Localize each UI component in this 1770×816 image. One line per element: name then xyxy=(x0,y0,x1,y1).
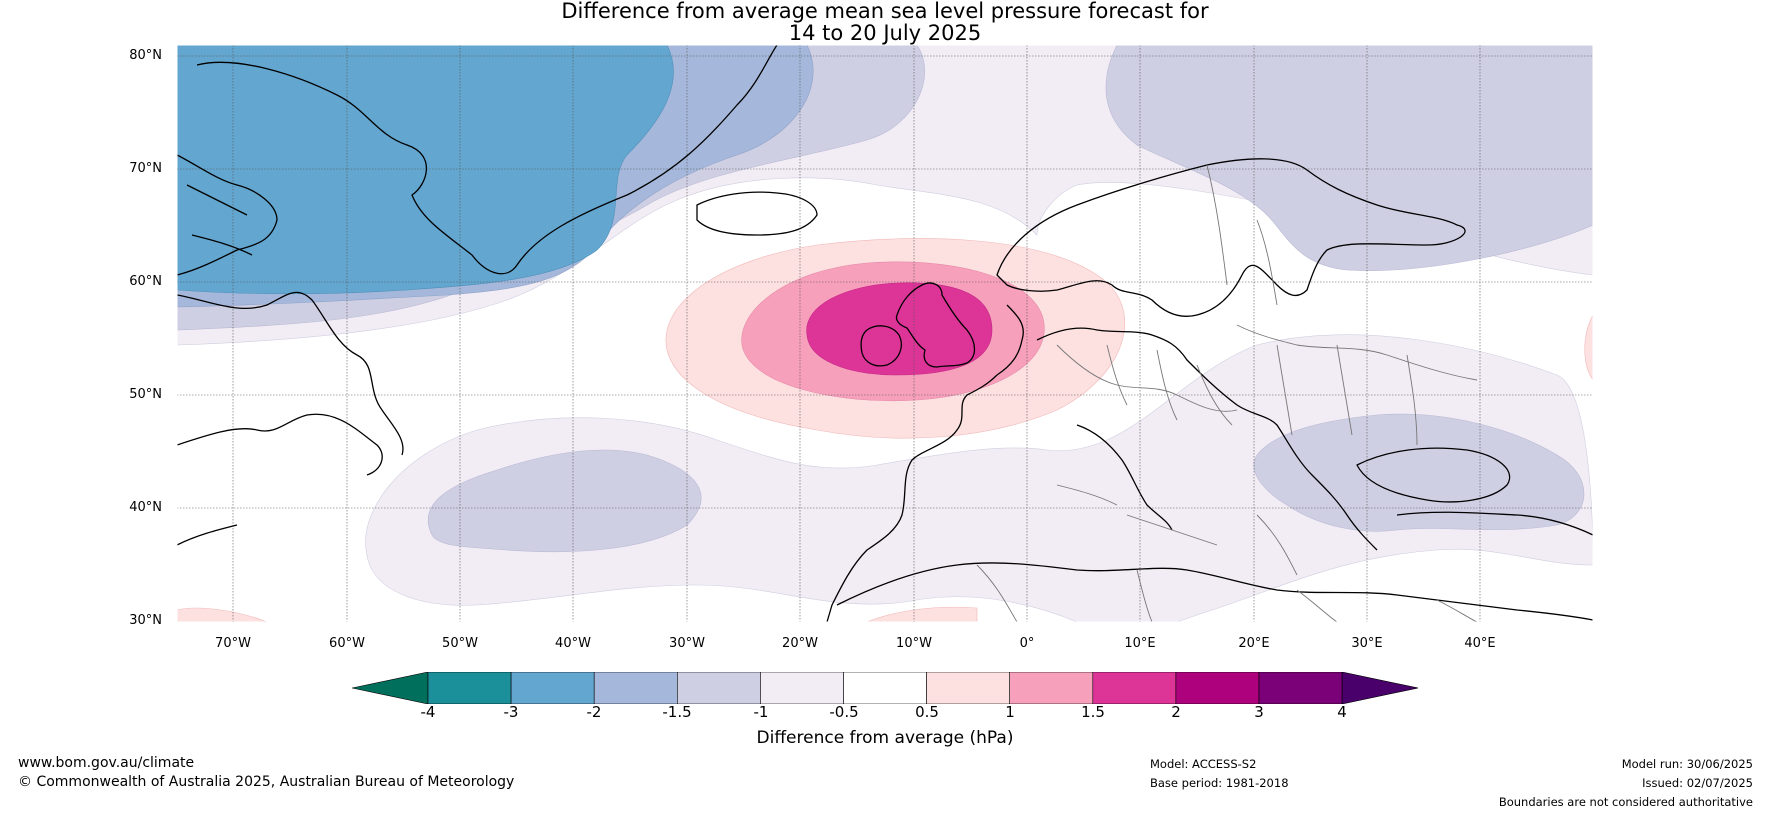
colorbar-segment xyxy=(593,672,678,704)
north-africa-coast xyxy=(836,562,1593,621)
anomaly-zone-minus-1-arctic xyxy=(1105,45,1593,271)
colorbar-tick-minus3: -3 xyxy=(503,703,519,721)
colorbar-extend-low xyxy=(352,672,429,704)
colorbar-extend-high xyxy=(1341,672,1418,704)
lon-label-10W: 10°W xyxy=(896,636,932,651)
anomaly-zone-minus-1-blacksea xyxy=(1253,413,1585,532)
colorbar-tick-1.5: 1.5 xyxy=(1081,703,1105,721)
chart-title-line1: Difference from average mean sea level p… xyxy=(561,0,1209,23)
colorbar-tick-minus1.5: -1.5 xyxy=(662,703,692,721)
labrador-coast xyxy=(177,291,404,546)
colorbar-tick-0.5: 0.5 xyxy=(915,703,939,721)
black-sea-coast xyxy=(1356,447,1511,503)
lon-label-10E: 10°E xyxy=(1124,636,1156,651)
lon-label-30E: 30°E xyxy=(1351,636,1383,651)
copyright-text: © Commonwealth of Australia 2025, Austra… xyxy=(18,774,515,790)
coastlines xyxy=(177,45,1593,622)
colorbar-segment xyxy=(427,672,512,704)
anomaly-zone-plus-0.5-south xyxy=(177,607,268,622)
colorbar-title: Difference from average (hPa) xyxy=(756,728,1014,748)
lat-label-40N: 40°N xyxy=(129,500,162,515)
colorbar-tick-minus4: -4 xyxy=(420,703,436,721)
colorbar-segment xyxy=(1092,672,1177,704)
lon-label-40W: 40°W xyxy=(555,636,591,651)
anomaly-zone-minus-0.5-central xyxy=(365,334,1593,622)
anomaly-zone-plus-0.5-africa xyxy=(866,606,978,622)
colorbar-segment xyxy=(843,672,927,704)
lat-label-50N: 50°N xyxy=(129,387,162,402)
europe-coast xyxy=(826,304,1378,622)
pressure-anomaly-map xyxy=(176,44,1594,623)
base-period: Base period: 1981-2018 xyxy=(1150,776,1289,790)
ireland-coast xyxy=(860,325,902,367)
colorbar-tick-1: 1 xyxy=(1005,703,1015,721)
lat-label-70N: 70°N xyxy=(129,161,162,176)
colorbar-segment xyxy=(676,672,761,704)
lat-label-30N: 30°N xyxy=(129,613,162,628)
lon-label-50W: 50°W xyxy=(442,636,478,651)
colorbar-tick-minus0.5: -0.5 xyxy=(829,703,859,721)
lon-label-0: 0° xyxy=(1019,636,1035,651)
colorbar-tick-minus2: -2 xyxy=(586,703,602,721)
colorbar-segment xyxy=(1258,672,1343,704)
issued-date: Issued: 02/07/2025 xyxy=(1642,776,1753,790)
colorbar-segment xyxy=(1175,672,1260,704)
iceland-coast xyxy=(696,191,818,236)
model-name: Model: ACCESS-S2 xyxy=(1150,757,1257,771)
colorbar-segment xyxy=(1009,672,1094,704)
lon-label-30W: 30°W xyxy=(669,636,705,651)
chart-title-line2: 14 to 20 July 2025 xyxy=(788,21,982,45)
great-britain-coast xyxy=(895,282,976,368)
anomaly-zone-minus-1-atlantic xyxy=(427,449,702,553)
colorbar-tick-3: 3 xyxy=(1254,703,1264,721)
anomaly-zone-plus-1.5 xyxy=(806,282,993,376)
lon-label-20W: 20°W xyxy=(782,636,818,651)
scandinavia-coast xyxy=(996,158,1466,317)
lat-label-60N: 60°N xyxy=(129,274,162,289)
country-borders xyxy=(976,164,1478,622)
colorbar-segment xyxy=(510,672,595,704)
map-svg xyxy=(176,44,1594,623)
lon-label-40E: 40°E xyxy=(1464,636,1496,651)
lat-label-80N: 80°N xyxy=(129,48,162,63)
colorbar-tick-minus1: -1 xyxy=(753,703,769,721)
colorbar-segment xyxy=(926,672,1010,704)
colorbar-tick-4: 4 xyxy=(1337,703,1347,721)
colorbar xyxy=(352,672,1418,704)
colorbar-tick-2: 2 xyxy=(1171,703,1181,721)
colorbar-segment xyxy=(760,672,844,704)
website-link[interactable]: www.bom.gov.au/climate xyxy=(18,755,195,771)
lon-label-20E: 20°E xyxy=(1238,636,1270,651)
lon-label-60W: 60°W xyxy=(329,636,365,651)
model-run-date: Model run: 30/06/2025 xyxy=(1621,757,1753,771)
lon-label-70W: 70°W xyxy=(215,636,251,651)
anomaly-zone-minus-2 xyxy=(177,45,674,295)
disclaimer-text: Boundaries are not considered authoritat… xyxy=(1498,795,1753,809)
map-gridlines xyxy=(177,45,1593,622)
greenland-coast xyxy=(196,45,778,275)
